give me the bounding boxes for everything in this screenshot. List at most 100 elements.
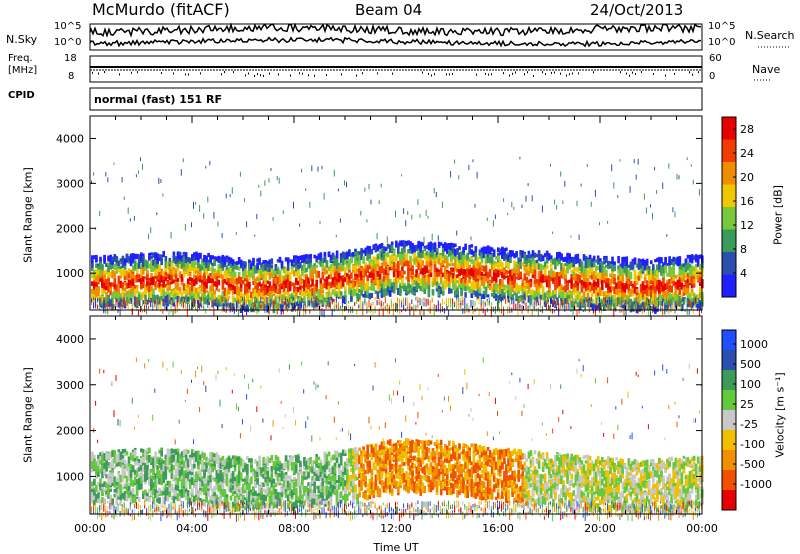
clutter-cell: [611, 304, 613, 307]
echo-cell: [115, 291, 119, 300]
echo-cell: [301, 265, 304, 271]
echo-cell: [545, 296, 549, 304]
sparse-cell: [556, 204, 558, 210]
echo-cell: [380, 288, 384, 296]
echo-cell: [482, 265, 486, 272]
sparse-cell: [643, 193, 645, 200]
echo-cell: [186, 258, 190, 265]
echo-cell: [242, 261, 245, 267]
echo-cell: [295, 277, 298, 284]
clutter-cell: [278, 296, 280, 303]
echo-cell: [578, 293, 582, 301]
sparse-cell: [401, 174, 403, 177]
echo-cell: [186, 268, 190, 277]
echo-cell: [486, 278, 490, 282]
echo-cell: [221, 290, 225, 297]
echo-cell: [501, 262, 504, 270]
echo-cell: [368, 286, 372, 290]
echo-cell: [103, 300, 106, 308]
clutter-cell: [284, 298, 286, 306]
echo-cell: [535, 253, 539, 258]
echo-cell: [480, 280, 484, 285]
clutter-cell: [307, 298, 309, 305]
echo-cell: [142, 281, 145, 289]
echo-cell: [280, 275, 284, 284]
clutter-cell: [629, 304, 631, 313]
echo-cell: [133, 288, 137, 297]
echo-cell: [360, 280, 363, 285]
echo-cell: [140, 273, 143, 279]
echo-cell: [111, 269, 114, 277]
echo-cell: [174, 293, 178, 298]
echo-cell: [313, 295, 316, 300]
echo-cell: [568, 262, 571, 268]
clutter-cell: [172, 298, 174, 305]
echo-cell: [358, 289, 361, 293]
nsearch-label: N.Search: [745, 29, 795, 42]
echo-cell: [217, 266, 221, 273]
echo-cell: [507, 295, 510, 303]
echo-cell: [93, 270, 96, 278]
echo-cell: [647, 268, 651, 275]
echo-cell: [313, 291, 316, 297]
clutter-cell: [203, 303, 205, 306]
echo-cell: [505, 253, 508, 260]
echo-cell: [321, 292, 325, 296]
clutter-cell: [515, 303, 517, 309]
echo-cell: [215, 297, 219, 305]
nave-dot: [362, 72, 363, 75]
freq-label-top: Freq.: [8, 53, 33, 64]
echo-cell: [142, 291, 145, 299]
echo-cell: [111, 265, 114, 269]
sparse-cell: [560, 171, 562, 177]
echo-cell: [125, 257, 129, 263]
echo-cell: [286, 279, 290, 287]
echo-cell: [637, 276, 641, 280]
echo-cell: [288, 275, 292, 284]
echo-cell: [590, 303, 594, 310]
echo-cell: [586, 269, 590, 277]
echo-cell: [492, 249, 496, 257]
echo-cell: [101, 295, 104, 302]
echo-cell: [150, 259, 153, 265]
echo-cell: [286, 278, 290, 282]
sparse-cell: [301, 168, 303, 173]
echo-cell: [513, 260, 516, 265]
echo-cell: [494, 274, 498, 282]
clutter-cell: [570, 303, 572, 310]
echo-cell: [331, 255, 335, 260]
echo-cell: [395, 278, 398, 286]
clutter-cell: [327, 304, 329, 309]
echo-cell: [248, 295, 251, 299]
clutter-cell: [115, 300, 117, 306]
echo-cell: [525, 256, 529, 261]
echo-cell: [344, 252, 347, 260]
sparse-cell: [635, 174, 637, 180]
clutter-cell: [91, 302, 92, 305]
echo-cell: [603, 297, 606, 304]
echo-cell: [535, 291, 539, 297]
echo-cell: [527, 279, 531, 283]
clutter-cell: [117, 303, 119, 306]
clutter-cell: [125, 301, 127, 304]
echo-cell: [160, 286, 163, 294]
clutter-cell: [337, 302, 339, 308]
clutter-cell: [252, 297, 254, 302]
echo-cell: [274, 284, 278, 290]
echo-cell: [201, 293, 204, 297]
echo-cell: [148, 284, 151, 289]
echo-cell: [152, 259, 155, 266]
echo-cell: [341, 275, 345, 280]
clutter-cell: [607, 300, 609, 304]
echo-cell: [193, 267, 196, 276]
echo-cell: [521, 250, 525, 257]
clutter-cell: [533, 306, 535, 309]
echo-cell: [382, 268, 386, 276]
sparse-cell: [221, 233, 223, 238]
echo-cell: [354, 280, 357, 287]
echo-cell: [590, 262, 594, 266]
echo-cell: [274, 264, 278, 271]
echo-cell: [152, 294, 155, 303]
cpid-label: CPID: [8, 90, 35, 101]
echo-cell: [566, 295, 569, 304]
